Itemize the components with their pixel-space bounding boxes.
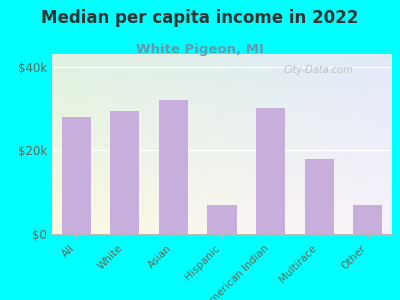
Bar xyxy=(159,100,188,234)
Bar xyxy=(110,110,140,234)
Bar xyxy=(256,108,285,234)
Bar xyxy=(208,205,236,234)
Text: Median per capita income in 2022: Median per capita income in 2022 xyxy=(41,9,359,27)
Bar xyxy=(353,205,382,234)
Text: City-Data.com: City-Data.com xyxy=(283,65,353,75)
Bar xyxy=(62,117,91,234)
Text: White Pigeon, MI: White Pigeon, MI xyxy=(136,44,264,56)
Bar xyxy=(304,159,334,234)
